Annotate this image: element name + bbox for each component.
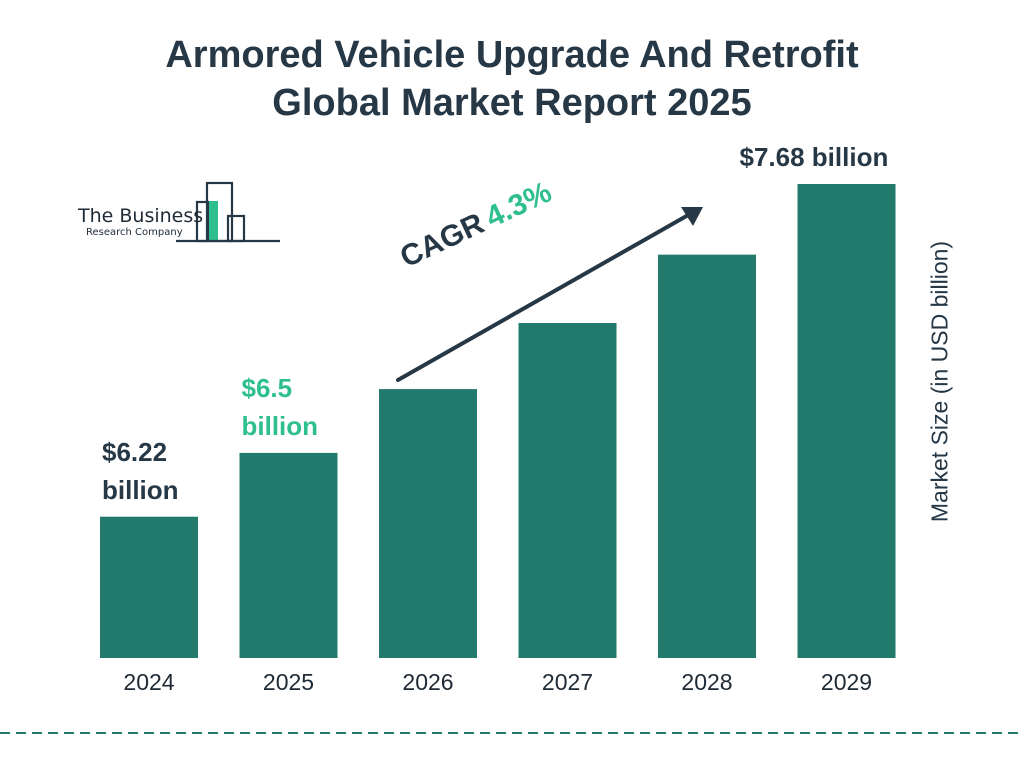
x-tick-2029: 2029 bbox=[821, 669, 872, 695]
x-tick-2027: 2027 bbox=[542, 669, 593, 695]
data-label-unit: billion bbox=[102, 474, 179, 505]
data-label-2024: $6.22 billion bbox=[102, 433, 179, 509]
data-label-unit: billion bbox=[241, 410, 319, 441]
chart-title-line-1: Armored Vehicle Upgrade And Retrofit bbox=[165, 34, 859, 76]
x-tick-2026: 2026 bbox=[402, 669, 453, 695]
bar-2026 bbox=[379, 389, 477, 658]
logo-name: The Business bbox=[78, 205, 204, 227]
bar-2028 bbox=[658, 254, 756, 658]
data-label-value: $7.68 billion bbox=[739, 142, 889, 172]
bar-group bbox=[100, 184, 896, 658]
y-axis-label: Market Size (in USD billion) bbox=[926, 240, 953, 523]
bar-2029 bbox=[797, 184, 896, 658]
data-label-value: $6.22 bbox=[102, 436, 168, 467]
bar-2024 bbox=[100, 516, 198, 658]
x-tick-2028: 2028 bbox=[681, 669, 732, 695]
data-label-2025: $6.5 billion bbox=[242, 369, 319, 445]
x-axis-ticks: 2024 2025 2026 2027 2028 2029 bbox=[123, 669, 872, 695]
bar-building-logo-icon bbox=[176, 181, 280, 243]
logo-subtitle: Research Company bbox=[86, 227, 183, 238]
x-tick-2024: 2024 bbox=[123, 669, 174, 695]
data-label-2029: $7.68 billion bbox=[740, 138, 889, 176]
cagr-arrow-icon bbox=[396, 207, 703, 382]
bar-2027 bbox=[518, 323, 617, 658]
x-tick-2025: 2025 bbox=[263, 669, 314, 695]
data-label-value: $6.5 bbox=[241, 372, 293, 403]
bar-2025 bbox=[239, 452, 338, 658]
chart-title-line-2: Global Market Report 2025 bbox=[272, 82, 752, 124]
